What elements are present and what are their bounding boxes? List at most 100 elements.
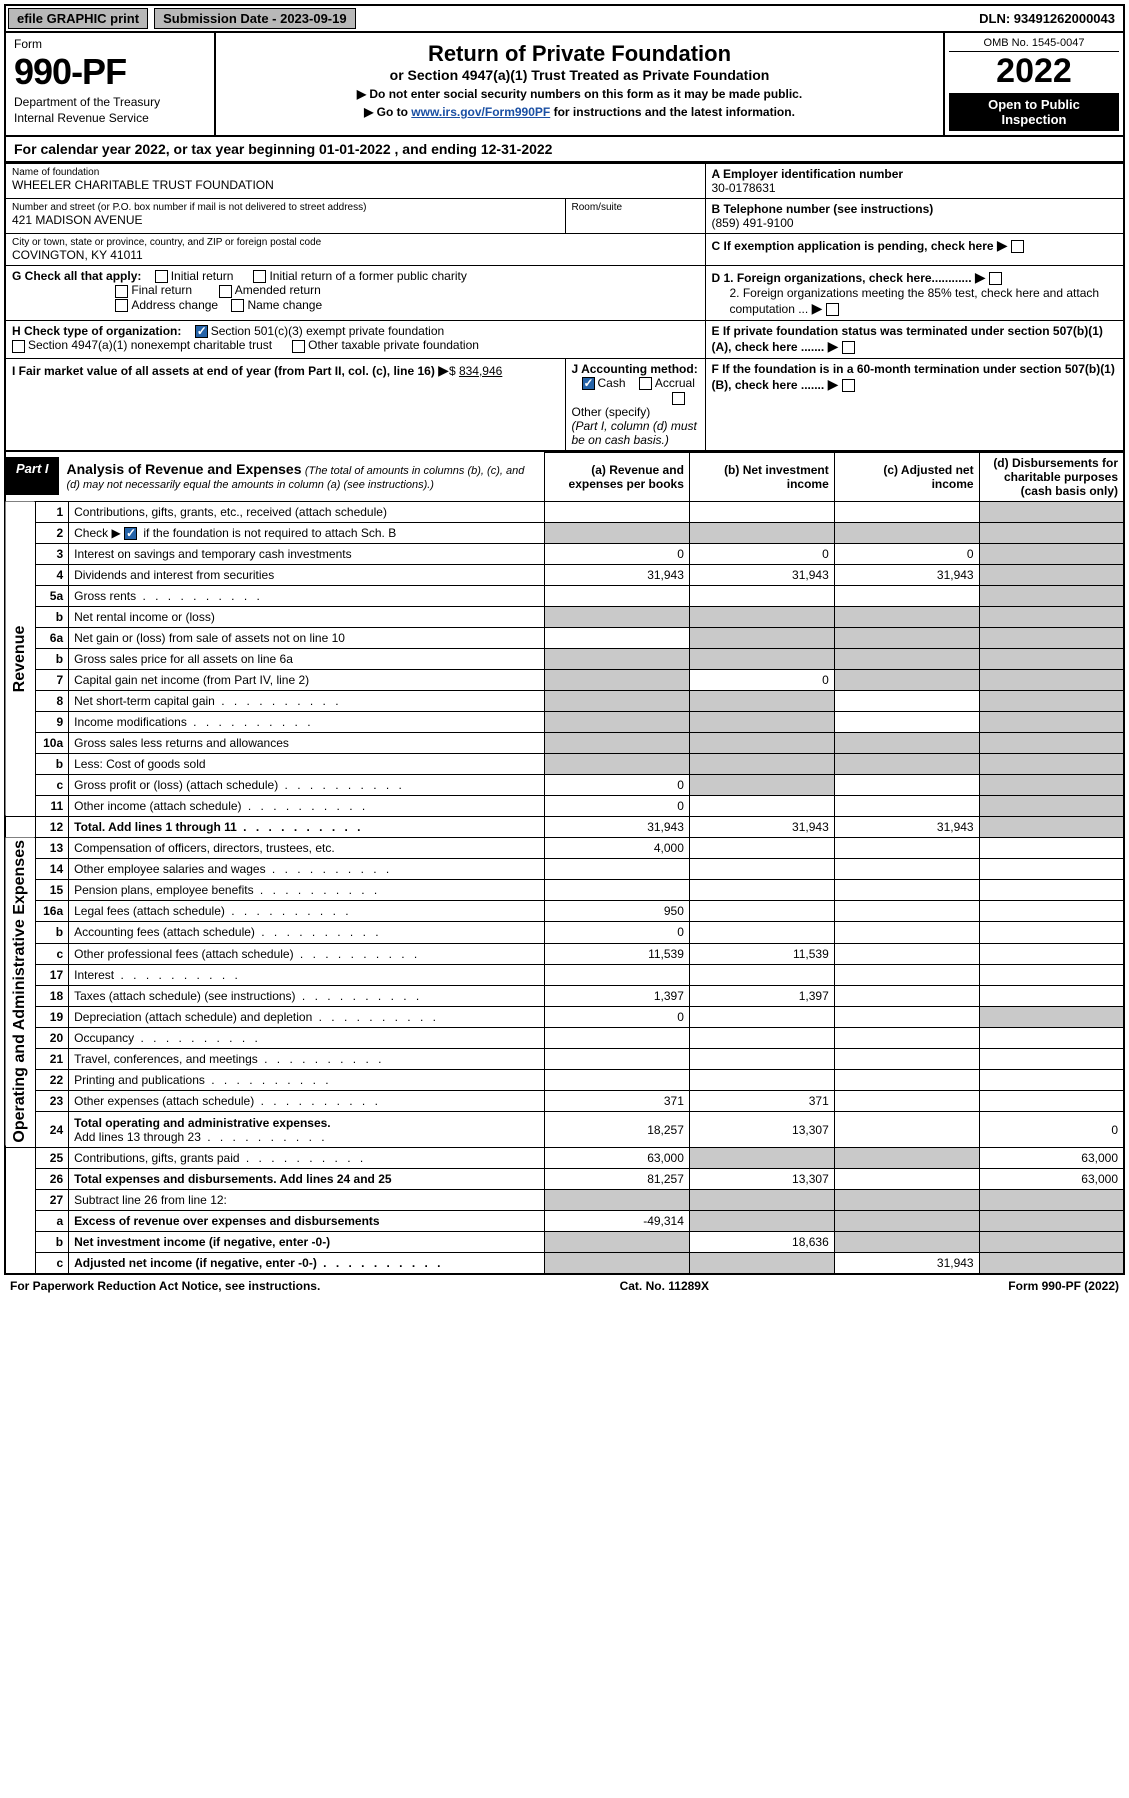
row-num: 21 bbox=[36, 1049, 69, 1070]
g-amended-checkbox[interactable] bbox=[219, 285, 232, 298]
schb-checkbox[interactable] bbox=[124, 527, 137, 540]
row-num: 13 bbox=[36, 837, 69, 858]
j-cash: Cash bbox=[598, 376, 626, 390]
row-num: 8 bbox=[36, 690, 69, 711]
row-num: 10a bbox=[36, 732, 69, 753]
form-title-block: Return of Private Foundation or Section … bbox=[216, 33, 943, 135]
dept-irs: Internal Revenue Service bbox=[14, 111, 206, 125]
ein-label: A Employer identification number bbox=[712, 167, 1118, 181]
row-num: 23 bbox=[36, 1091, 69, 1112]
calendar-year-line: For calendar year 2022, or tax year begi… bbox=[4, 137, 1125, 163]
h-4947: Section 4947(a)(1) nonexempt charitable … bbox=[28, 338, 272, 352]
row-desc: Other professional fees (attach schedule… bbox=[69, 943, 545, 964]
g-label: G Check all that apply: bbox=[12, 269, 141, 283]
amt-c: 0 bbox=[834, 543, 979, 564]
row-num: b bbox=[36, 922, 69, 943]
amt-b: 0 bbox=[689, 669, 834, 690]
g-final-checkbox[interactable] bbox=[115, 285, 128, 298]
top-bar: efile GRAPHIC print Submission Date - 20… bbox=[4, 4, 1125, 33]
amt-b: 31,943 bbox=[689, 564, 834, 585]
i-label: I Fair market value of all assets at end… bbox=[12, 364, 435, 378]
j-accrual-checkbox[interactable] bbox=[639, 377, 652, 390]
open-line2: Inspection bbox=[951, 112, 1117, 127]
amt-d: 63,000 bbox=[979, 1168, 1124, 1189]
row-desc: Gross profit or (loss) (attach schedule) bbox=[69, 774, 545, 795]
open-line1: Open to Public bbox=[951, 97, 1117, 112]
row-num: 4 bbox=[36, 564, 69, 585]
instr-link-line: ▶ Go to www.irs.gov/Form990PF for instru… bbox=[228, 105, 931, 119]
g-name-checkbox[interactable] bbox=[231, 299, 244, 312]
row-desc: Check ▶ if the foundation is not require… bbox=[69, 522, 545, 543]
row-desc: Interest on savings and temporary cash i… bbox=[69, 543, 545, 564]
row-num: 2 bbox=[36, 522, 69, 543]
j-cash-checkbox[interactable] bbox=[582, 377, 595, 390]
g-final: Final return bbox=[131, 283, 192, 297]
amt-b: 13,307 bbox=[689, 1112, 834, 1147]
room-label: Room/suite bbox=[572, 202, 699, 213]
part1-title: Analysis of Revenue and Expenses bbox=[67, 461, 302, 477]
amt-a: 950 bbox=[545, 901, 690, 922]
row-desc-post: if the foundation is not required to att… bbox=[143, 526, 396, 540]
amt-a: 11,539 bbox=[545, 943, 690, 964]
filer-info-table: Name of foundation WHEELER CHARITABLE TR… bbox=[4, 163, 1125, 452]
h-4947-checkbox[interactable] bbox=[12, 340, 25, 353]
amt-a: 371 bbox=[545, 1091, 690, 1112]
row-num: 25 bbox=[36, 1147, 69, 1168]
row-desc: Travel, conferences, and meetings bbox=[69, 1049, 545, 1070]
row-desc: Pension plans, employee benefits bbox=[69, 880, 545, 901]
col-a-header: (a) Revenue and expenses per books bbox=[545, 452, 690, 501]
row-desc: Printing and publications bbox=[69, 1070, 545, 1091]
i-value: 834,946 bbox=[459, 364, 502, 378]
g-address-checkbox[interactable] bbox=[115, 299, 128, 312]
row-num: 15 bbox=[36, 880, 69, 901]
irs-link[interactable]: www.irs.gov/Form990PF bbox=[411, 105, 550, 119]
d2-checkbox[interactable] bbox=[826, 303, 839, 316]
row-desc: Depreciation (attach schedule) and deple… bbox=[69, 1006, 545, 1027]
amt-a: 31,943 bbox=[545, 564, 690, 585]
row-desc: Excess of revenue over expenses and disb… bbox=[69, 1210, 545, 1231]
year-block: OMB No. 1545-0047 2022 Open to Public In… bbox=[943, 33, 1123, 135]
footer-mid: Cat. No. 11289X bbox=[620, 1279, 709, 1293]
row-desc: Adjusted net income (if negative, enter … bbox=[69, 1252, 545, 1274]
c-checkbox[interactable] bbox=[1011, 240, 1024, 253]
amt-a: -49,314 bbox=[545, 1210, 690, 1231]
form-subtitle: or Section 4947(a)(1) Trust Treated as P… bbox=[228, 67, 931, 83]
row-num: 22 bbox=[36, 1070, 69, 1091]
form-number: 990-PF bbox=[14, 51, 206, 93]
j-other-checkbox[interactable] bbox=[672, 392, 685, 405]
form-word: Form bbox=[14, 37, 206, 51]
row-desc: Contributions, gifts, grants, etc., rece… bbox=[69, 501, 545, 522]
amt-b: 0 bbox=[689, 543, 834, 564]
row-desc: Other employee salaries and wages bbox=[69, 859, 545, 880]
f-checkbox[interactable] bbox=[842, 379, 855, 392]
amt-a: 4,000 bbox=[545, 837, 690, 858]
d1-checkbox[interactable] bbox=[989, 272, 1002, 285]
amt-b: 11,539 bbox=[689, 943, 834, 964]
foundation-name: WHEELER CHARITABLE TRUST FOUNDATION bbox=[12, 178, 699, 192]
amt-a: 31,943 bbox=[545, 816, 690, 837]
d1-label: D 1. Foreign organizations, check here..… bbox=[712, 271, 972, 285]
row-desc: Net short-term capital gain bbox=[69, 690, 545, 711]
page-footer: For Paperwork Reduction Act Notice, see … bbox=[4, 1275, 1125, 1297]
instr-suffix: for instructions and the latest informat… bbox=[554, 105, 795, 119]
e-checkbox[interactable] bbox=[842, 341, 855, 354]
h-501-checkbox[interactable] bbox=[195, 325, 208, 338]
street-value: 421 MADISON AVENUE bbox=[12, 213, 559, 227]
efile-button[interactable]: efile GRAPHIC print bbox=[8, 8, 148, 29]
row-num: 19 bbox=[36, 1006, 69, 1027]
ein-value: 30-0178631 bbox=[712, 181, 1118, 195]
g-initial-former-checkbox[interactable] bbox=[253, 270, 266, 283]
city-label: City or town, state or province, country… bbox=[12, 237, 699, 248]
row-num: 1 bbox=[36, 501, 69, 522]
row-num: 26 bbox=[36, 1168, 69, 1189]
col-d-header: (d) Disbursements for charitable purpose… bbox=[979, 452, 1124, 501]
row-desc-bold: Total operating and administrative expen… bbox=[74, 1116, 331, 1130]
arrow-icon: ▶ bbox=[438, 362, 449, 378]
g-initial-checkbox[interactable] bbox=[155, 270, 168, 283]
j-label: J Accounting method: bbox=[572, 362, 698, 376]
h-other-checkbox[interactable] bbox=[292, 340, 305, 353]
amt-c: 31,943 bbox=[834, 1252, 979, 1274]
h-other: Other taxable private foundation bbox=[308, 338, 479, 352]
e-label: E If private foundation status was termi… bbox=[712, 324, 1103, 354]
amt-b: 31,943 bbox=[689, 816, 834, 837]
